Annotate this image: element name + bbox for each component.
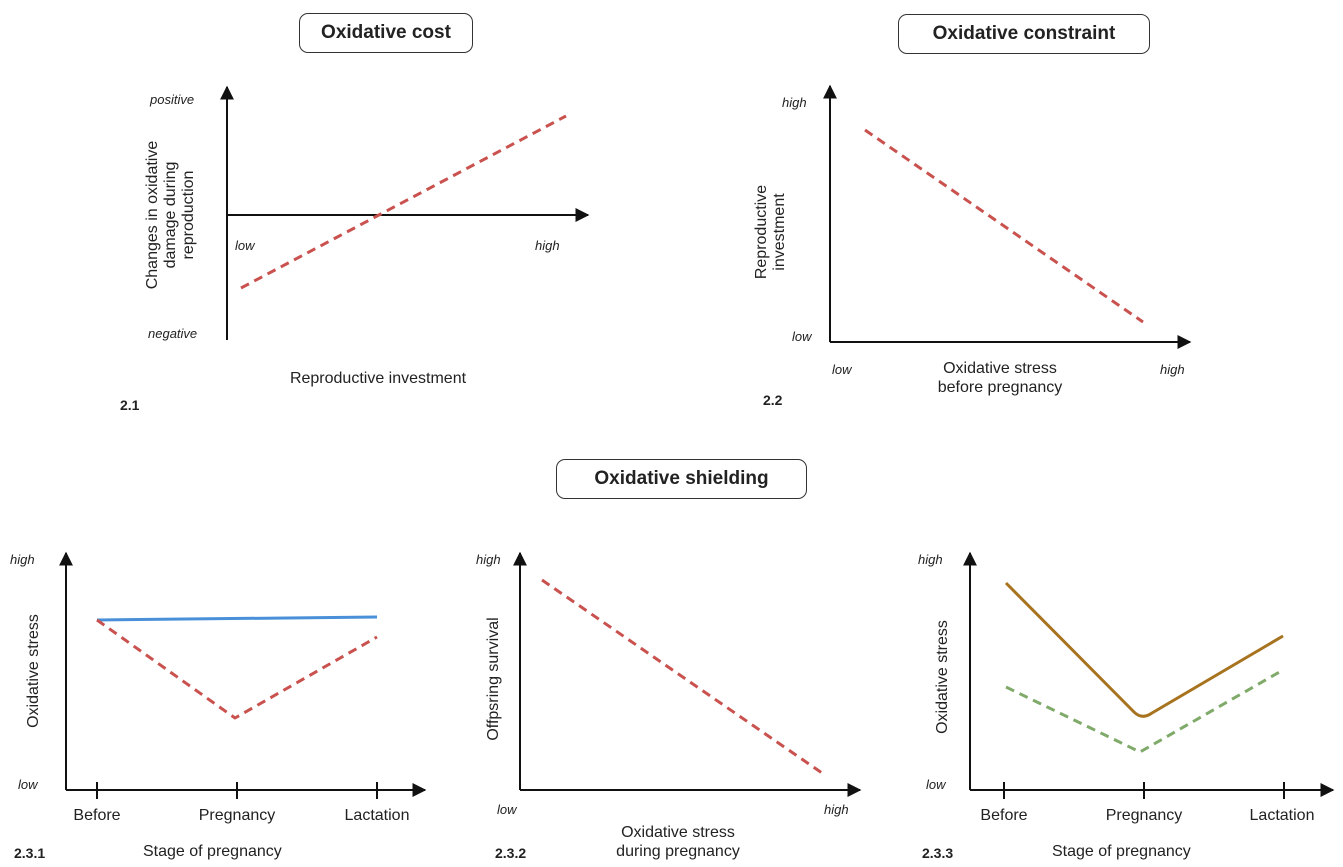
panel-2-3-2-y-high-label: high [476, 552, 501, 567]
panel-2-3-3-green-dashed-curve [1005, 668, 1284, 754]
panel-2-3-1-y-axis-title: Oxidative stress [25, 614, 42, 728]
panel-2-3-2-survival-line [541, 578, 823, 775]
panel-2-3-1-x-axis-title: Stage of pregnancy [143, 843, 282, 860]
panel-2-2-x-axis-title: Oxidative stress before pregnancy [937, 360, 1063, 396]
panel-2-3-1-red-dashed-curve [96, 618, 378, 720]
panel-2-2-x-low-label: low [832, 362, 852, 377]
panel-2-3-3-number: 2.3.3 [922, 845, 954, 861]
panel-2-1-y-axis-title: Changes in oxidative damage during repro… [144, 140, 197, 290]
panel-2-3-1-number: 2.3.1 [14, 845, 46, 861]
panel-2-2-y-low-label: low [792, 329, 812, 344]
panel-2-1-y-top-label: positive [150, 92, 195, 107]
panel-2-3-3 [963, 551, 1335, 799]
panel-2-3-1 [59, 551, 427, 799]
title-oxidative-cost: Oxidative cost [299, 13, 473, 53]
panel-2-3-1-y-high-label: high [10, 552, 35, 567]
title-oxidative-shielding: Oxidative shielding [556, 459, 807, 499]
panel-2-3-2-number: 2.3.2 [495, 845, 527, 861]
panel-2-3-2-y-axis-title: Offpsring survival [485, 617, 502, 741]
panel-2-3-2-x-axis-title: Oxidative stress during pregnancy [616, 824, 740, 860]
panel-2-3-1-blue-line [96, 615, 378, 622]
panel-2-1-cost-line [240, 114, 567, 290]
panel-2-3-3-y-axis-title: Oxidative stress [934, 620, 951, 734]
panel-2-3-3-tick-pregnancy: Pregnancy [1105, 807, 1183, 824]
panel-2-2-y-high-label: high [782, 95, 807, 110]
panel-2-3-1-tick-lactation: Lactation [344, 807, 410, 824]
panel-2-3-1-tick-before: Before [73, 807, 121, 824]
panel-2-1-x-axis-title: Reproductive investment [289, 370, 467, 387]
panel-2-3-3-x-axis-title: Stage of pregnancy [1052, 843, 1191, 860]
panel-2-3-3-y-high-label: high [918, 552, 943, 567]
panel-2-3-2 [513, 551, 862, 797]
panel-2-1-x-low-label: low [235, 238, 255, 253]
panel-2-3-3-tick-lactation: Lactation [1249, 807, 1315, 824]
panel-2-3-2-x-high-label: high [824, 802, 849, 817]
panel-2-3-1-tick-pregnancy: Pregnancy [198, 807, 276, 824]
panel-2-3-2-x-low-label: low [497, 802, 517, 817]
panel-2-1 [220, 85, 590, 340]
panel-2-1-number: 2.1 [120, 397, 140, 413]
panel-2-1-x-high-label: high [535, 238, 560, 253]
panel-2-1-y-bottom-label: negative [148, 326, 198, 341]
panel-2-2 [823, 84, 1192, 349]
panel-2-2-y-axis-title: Reproductive investment [753, 184, 788, 280]
panel-2-3-3-brown-curve [1004, 581, 1284, 718]
panel-2-3-3-y-low-label: low [926, 777, 946, 792]
panel-2-3-1-y-low-label: low [18, 777, 38, 792]
title-oxidative-constraint: Oxidative constraint [898, 14, 1150, 54]
panel-2-3-3-tick-before: Before [980, 807, 1028, 824]
panel-2-2-number: 2.2 [763, 392, 783, 408]
panel-2-2-constraint-line [864, 128, 1144, 324]
panel-2-2-x-high-label: high [1160, 362, 1185, 377]
